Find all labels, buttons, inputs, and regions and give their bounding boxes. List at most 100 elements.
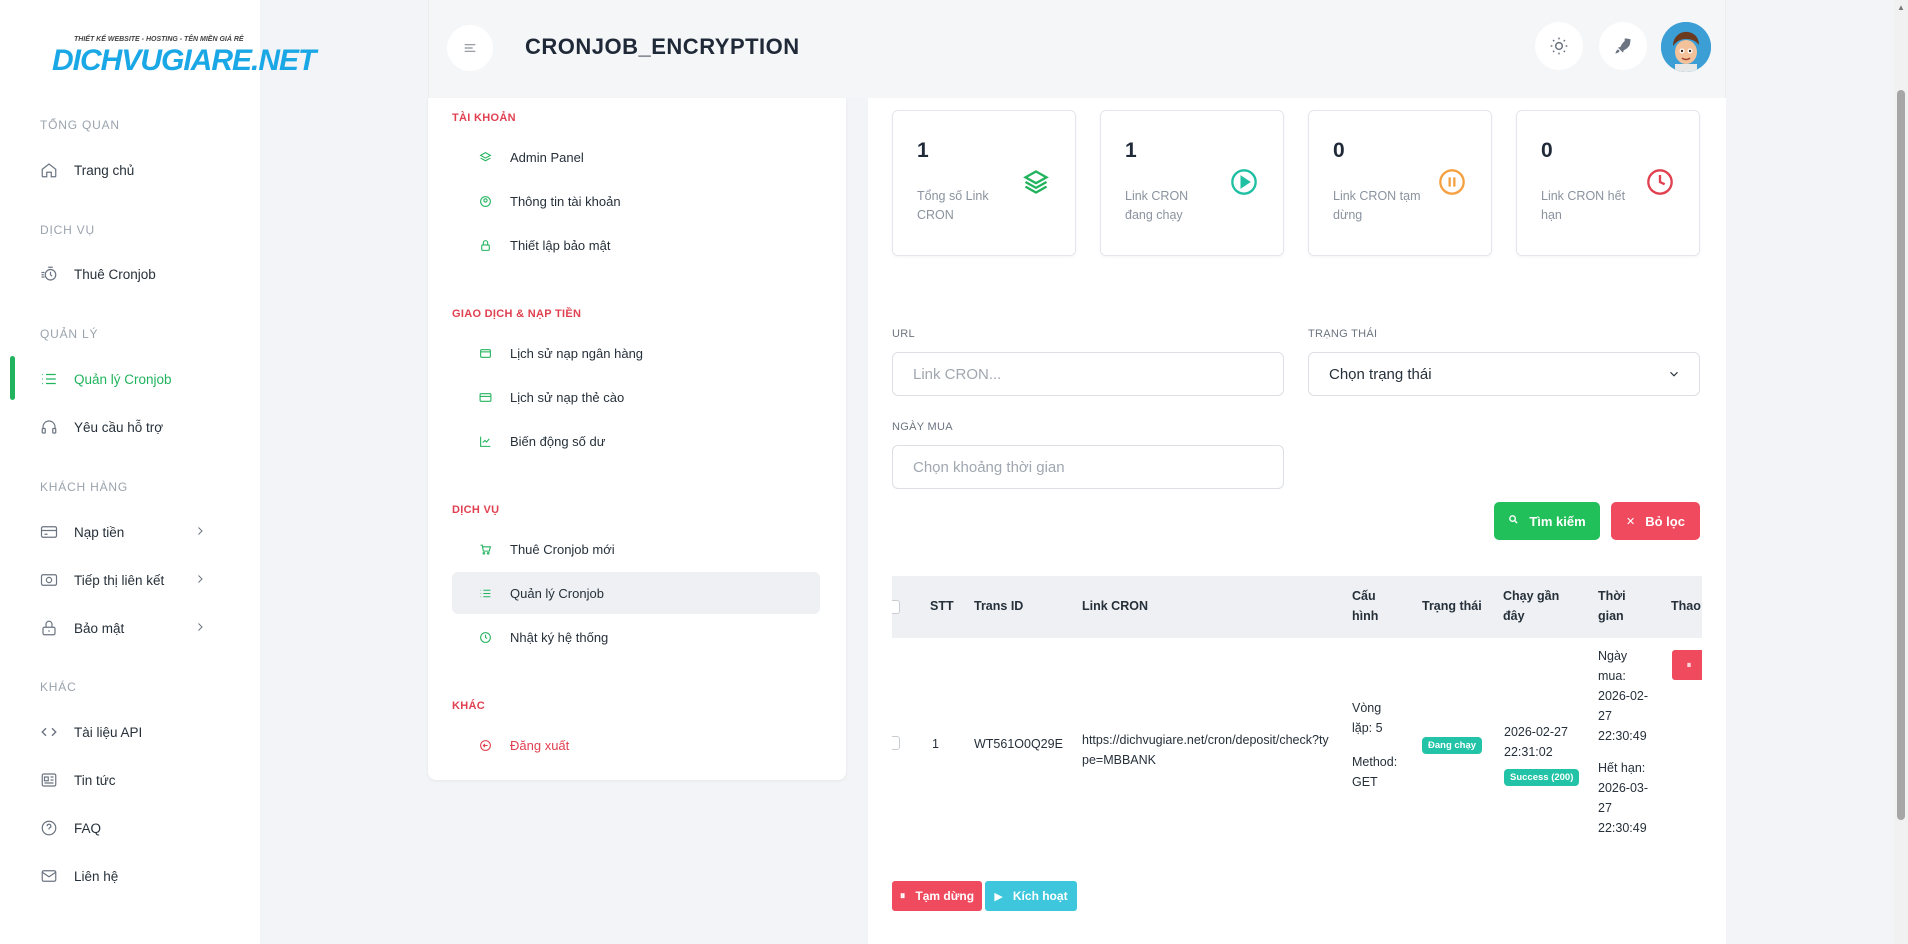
sidebar-item-support[interactable]: Yêu cầu hỗ trợ [40,412,220,442]
col-trans-id: Trans ID [974,599,1024,613]
user-avatar[interactable] [1661,22,1711,72]
select-all-checkbox[interactable] [892,600,900,614]
menu-item-label: Quản lý Cronjob [510,585,604,601]
rocket-icon [1615,38,1631,54]
sidebar-item-security[interactable]: Bảo mật [40,613,220,643]
sidebar-item-affiliate[interactable]: Tiếp thị liên kết [40,565,220,595]
bulk-activate-label: Kích hoạt [1012,889,1068,903]
logo[interactable]: THIẾT KẾ WEBSITE - HOSTING - TÊN MIỀN GI… [30,36,316,82]
chevron-down-icon [1667,367,1681,385]
section-label-manage: QUẢN LÝ [40,327,99,341]
layers-icon [478,150,492,164]
status-badge: Đang chạy [1422,737,1483,754]
bulk-pause-label: Tạm dừng [915,889,975,903]
clock-icon [1645,167,1675,197]
menu-item-system-log[interactable]: Nhật ký hệ thống [452,616,820,658]
cell-status: Đang chạy [1422,734,1483,754]
panel-section-other: KHÁC [452,700,485,712]
stat-card-running: 1 Link CRON đang chạy [1100,110,1284,256]
panel-section-account: TÀI KHOẢN [452,112,516,124]
list-icon [40,370,58,388]
reset-filter-button[interactable]: ✕ Bỏ lọc [1611,502,1700,540]
menu-item-new-cronjob[interactable]: Thuê Cronjob mới [452,528,820,570]
menu-item-label: Thuê Cronjob mới [510,541,615,557]
menu-item-admin-panel[interactable]: Admin Panel [452,136,820,178]
sidebar-item-manage-cronjob[interactable]: Quản lý Cronjob [40,364,220,394]
sidebar-item-label: Thuê Cronjob [74,266,156,282]
layers-icon [1021,167,1051,197]
menu-item-bank-history[interactable]: Lịch sử nạp ngân hàng [452,332,820,374]
sidebar-item-label: Nạp tiền [74,524,125,540]
newspaper-icon [40,771,58,789]
row-pause-button[interactable]: ⏸ [1672,650,1702,680]
sidebar-item-faq[interactable]: FAQ [40,813,220,843]
stat-value: 0 [1333,139,1345,162]
status-select[interactable]: Chọn trạng thái [1308,352,1700,396]
status-select-value: Chọn trạng thái [1329,365,1432,383]
table-row: 1 WT561O0Q29E https://dichvugiare.net/cr… [892,638,1702,848]
scroll-up-icon[interactable]: ▲ [1897,3,1905,12]
sidebar-item-home[interactable]: Trang chủ [40,155,220,185]
menu-item-security-settings[interactable]: Thiết lập bảo mật [452,224,820,266]
launch-button[interactable] [1599,22,1647,70]
top-header: CRONJOB_ENCRYPTION [428,0,1726,98]
menu-item-label: Thiết lập bảo mật [510,237,611,253]
menu-item-account-info[interactable]: Thông tin tài khoản [452,180,820,222]
main-content: 1 Tổng số Link CRON 1 Link CRON đang chạ… [868,98,1726,944]
lock-icon [40,619,58,637]
col-config: Cấu hình [1352,589,1379,623]
sidebar-item-contact[interactable]: Liên hệ [40,861,220,891]
scroll-thumb[interactable] [1897,90,1905,820]
stat-value: 0 [1541,139,1553,162]
col-last-run: Chạy gần đây [1503,589,1560,623]
stat-label: Link CRON hết hạn [1541,189,1626,222]
search-button-label: Tìm kiếm [1529,513,1586,529]
sidebar-item-api-docs[interactable]: Tài liệu API [40,717,220,747]
url-input[interactable]: Link CRON... [892,352,1284,396]
page-title: CRONJOB_ENCRYPTION [525,34,800,59]
sidebar-item-deposit[interactable]: Nạp tiền [40,517,220,547]
wallet-icon [478,346,492,360]
menu-item-manage-cronjob[interactable]: Quản lý Cronjob [452,572,820,614]
bulk-pause-button[interactable]: ⏸ Tạm dừng [892,881,982,911]
cell-config-loop: Vòng lặp: 5 [1352,701,1383,735]
menu-item-balance-changes[interactable]: Biến động số dư [452,420,820,462]
theme-toggle-button[interactable] [1535,22,1583,70]
col-status: Trạng thái [1422,599,1482,613]
sidebar-item-label: Quản lý Cronjob [74,371,172,387]
menu-item-card-history[interactable]: Lịch sử nạp thẻ cào [452,376,820,418]
panel-section-transactions: GIAO DỊCH & NẠP TIỀN [452,308,582,320]
panel-section-services: DỊCH VỤ [452,504,500,516]
cell-link[interactable]: https://dichvugiare.net/cron/deposit/che… [1082,733,1329,767]
card-icon [478,390,492,404]
col-stt: STT [930,599,954,613]
close-icon: ✕ [1626,515,1636,528]
page-scrollbar[interactable]: ▲ [1894,0,1908,944]
question-icon [40,819,58,837]
search-button[interactable]: Tìm kiếm [1494,502,1600,540]
stat-label: Tổng số Link CRON [917,189,989,222]
lock-icon [478,238,492,252]
home-icon [40,161,58,179]
menu-toggle-button[interactable] [447,25,493,71]
sidebar-item-news[interactable]: Tin tức [40,765,220,795]
sidebar-item-label: Tin tức [74,772,116,788]
chevron-right-icon [194,573,206,588]
stat-value: 1 [1125,139,1137,162]
chart-line-icon [478,434,492,448]
menu-item-label: Lịch sử nạp ngân hàng [510,345,644,361]
bulk-activate-button[interactable]: ▶ Kích hoạt [985,881,1077,911]
search-icon [1508,514,1519,528]
menu-item-logout[interactable]: Đăng xuất [452,724,820,766]
cell-stt: 1 [932,737,939,751]
sidebar-item-rent-cronjob[interactable]: Thuê Cronjob [40,259,220,289]
sidebar-item-label: Tiếp thị liên kết [74,572,165,588]
row-checkbox[interactable] [892,736,900,750]
cell-last-run-status: Success (200) [1504,766,1580,786]
logo-tagline: THIẾT KẾ WEBSITE - HOSTING - TÊN MIỀN GI… [74,36,244,43]
camera-icon [40,571,58,589]
section-label-overview: TỔNG QUAN [40,118,120,132]
date-range-input[interactable]: Chọn khoảng thời gian [892,445,1284,489]
sidebar-item-label: FAQ [74,820,102,836]
url-label: URL [892,328,915,340]
